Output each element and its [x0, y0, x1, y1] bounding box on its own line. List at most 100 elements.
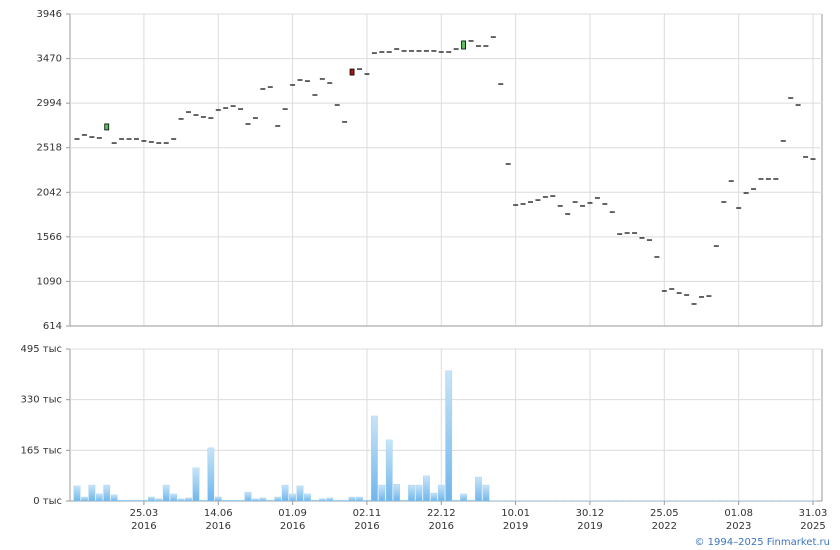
x-tick-label-line: 01.08: [724, 508, 753, 519]
bar: [304, 493, 311, 502]
bar: [289, 493, 296, 502]
footer: © 1994–2025 Finmarket.ru: [694, 537, 830, 548]
bar: [155, 498, 163, 502]
bar: [430, 492, 438, 502]
bar: [326, 497, 334, 502]
candle: [104, 123, 110, 131]
x-tick-label: 02.11 2016: [353, 508, 382, 532]
bar: [415, 484, 423, 502]
x-tick-label-line: 25.03: [130, 508, 159, 519]
x-tick-label-line: 2016: [131, 521, 156, 532]
x-tick-label-line: 25.05: [650, 508, 679, 519]
bar: [296, 485, 304, 502]
y-tick-label: 2042: [37, 187, 62, 198]
x-tick-label: 22.12 2016: [427, 508, 456, 532]
y-tick-label: 330 тыс: [21, 395, 62, 406]
bar: [460, 493, 467, 502]
x-tick-label: 01.09 2016: [278, 508, 307, 532]
bar: [140, 499, 148, 502]
bar: [363, 499, 371, 502]
x-tick-label-line: 30.12: [576, 508, 605, 519]
candle: [349, 68, 355, 76]
bar: [400, 499, 408, 502]
bar: [385, 439, 393, 502]
y-tick-label: 2518: [37, 143, 62, 154]
x-tick-label-line: 2025: [800, 521, 825, 532]
bar: [110, 494, 118, 502]
x-tick-label-line: 02.11: [353, 508, 382, 519]
bar: [192, 467, 200, 502]
bar: [341, 499, 348, 502]
bar: [118, 499, 125, 502]
x-tick-label: 31.03 2025: [799, 508, 828, 532]
bar: [445, 370, 453, 502]
x-tick-label: 25.05 2022: [650, 508, 679, 532]
bar: [281, 484, 289, 502]
x-tick-label-line: 31.03: [799, 508, 828, 519]
y-tick-label: 2994: [37, 98, 62, 109]
x-tick-label-line: 2019: [577, 521, 602, 532]
y-tick-label: 0 тыс: [33, 496, 62, 507]
bar: [266, 499, 274, 502]
bar: [125, 499, 133, 502]
x-tick-label-line: 01.09: [278, 508, 307, 519]
y-tick-label: 614: [43, 321, 62, 332]
bar: [259, 497, 267, 502]
bar: [73, 485, 81, 502]
y-tick-label: 495 тыс: [21, 344, 62, 355]
bar: [200, 499, 207, 502]
x-tick-label-line: 2016: [429, 521, 454, 532]
x-tick-label: 30.12 2019: [576, 508, 605, 532]
bar: [437, 484, 445, 502]
bar: [177, 498, 185, 502]
bar: [229, 499, 237, 502]
bar: [378, 484, 386, 502]
bar: [252, 498, 259, 502]
bar: [371, 415, 378, 502]
x-tick-label-line: 2016: [280, 521, 305, 532]
x-tick-label-line: 2019: [503, 521, 528, 532]
x-tick-label-line: 10.01: [501, 508, 530, 519]
x-tick-label: 25.03 2016: [130, 508, 159, 532]
x-tick-label-line: 2016: [206, 521, 231, 532]
bar: [348, 496, 356, 502]
bar: [185, 497, 192, 502]
bar: [482, 484, 490, 502]
bar: [467, 499, 475, 502]
bar: [133, 499, 140, 502]
x-tick-label-line: 14.06: [204, 508, 233, 519]
bar: [207, 447, 215, 502]
x-tick-label-line: 2022: [652, 521, 677, 532]
candle: [461, 40, 466, 50]
bar: [170, 493, 177, 502]
bar: [475, 476, 482, 502]
bar: [95, 493, 103, 502]
x-tick-label-line: 22.12: [427, 508, 456, 519]
bar: [356, 496, 363, 502]
bar: [393, 483, 401, 502]
bar: [311, 499, 319, 502]
bar: [147, 496, 155, 502]
bar: [81, 496, 88, 502]
y-tick-label: 1566: [37, 232, 62, 243]
y-tick-label: 3470: [37, 54, 62, 65]
bar: [88, 484, 96, 502]
y-tick-label: 1090: [37, 276, 62, 287]
bar: [244, 491, 252, 502]
bar: [274, 496, 282, 502]
bar: [237, 499, 244, 502]
x-tick-label-line: 2016: [354, 521, 379, 532]
bar: [162, 484, 170, 502]
x-tick-label: 14.06 2016: [204, 508, 233, 532]
x-tick-label-line: 2023: [726, 521, 751, 532]
x-tick-label: 01.08 2023: [724, 508, 753, 532]
y-tick-label: 165 тыс: [21, 445, 62, 456]
bar: [222, 499, 230, 502]
bar: [333, 499, 341, 502]
bar: [423, 475, 430, 502]
bar: [214, 496, 222, 502]
x-tick-label: 10.01 2019: [501, 508, 530, 532]
y-tick-label: 3946: [37, 9, 62, 20]
bar: [408, 484, 415, 502]
